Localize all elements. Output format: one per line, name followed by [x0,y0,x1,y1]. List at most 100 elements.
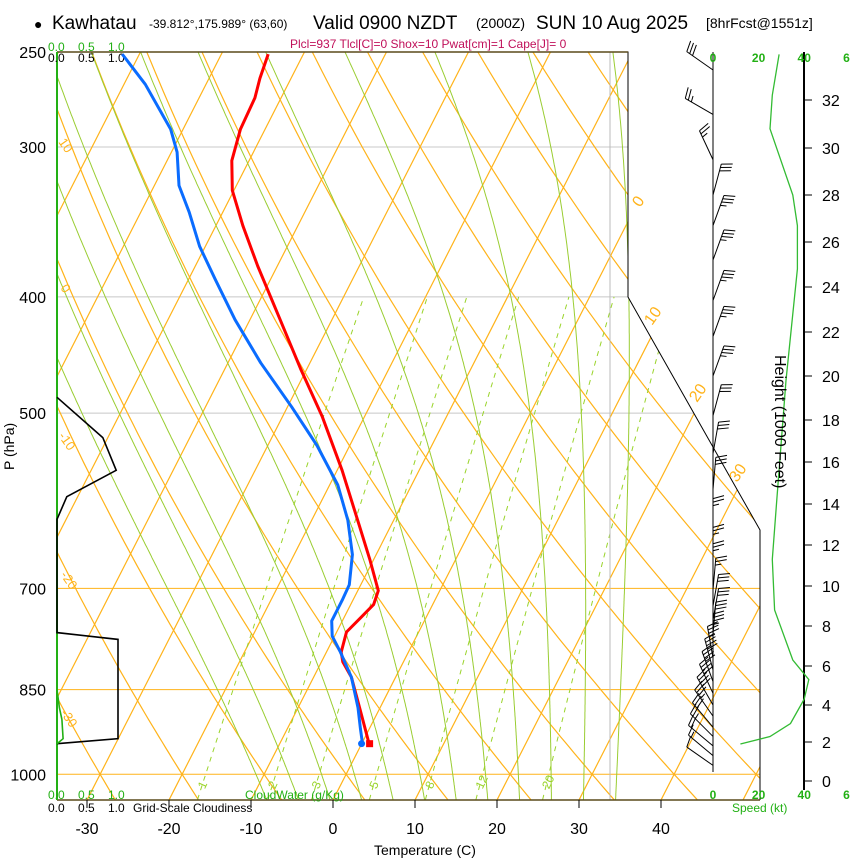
dry-adiabat-label: -10 [56,429,79,453]
dry-adiabat [57,52,366,800]
mixing-ratio-line [542,296,674,800]
wind-barb [684,87,714,115]
speed-tick-label: 0 [710,51,717,65]
temperature-tick-label: -10 [239,821,262,838]
height-tick-label: 10 [822,579,840,596]
isotherm [86,52,470,800]
wind-barb [688,714,714,747]
cloud-scale-tick: 0.0 [48,40,65,54]
speed-tick-label: 20 [752,51,766,65]
moist-adiabat [265,52,489,800]
wind-barb [712,555,728,591]
height-tick-label: 2 [822,735,831,752]
speed-tick-label: 60 [843,51,850,65]
isotherm [57,52,306,800]
cloud-scale-tick: 0.5 [78,40,95,54]
temperature-tick-label: -20 [157,821,180,838]
utc-time: (2000Z) [476,15,525,31]
height-tick-label: 14 [822,497,840,514]
wind-barb [692,693,714,728]
station-bullet-icon: ● [34,16,42,32]
sounding-profiles [56,53,380,748]
mixing-ratio-line [197,296,365,800]
pressure-tick-label: 700 [19,581,46,598]
height-tick-label: 8 [822,619,831,636]
dry-adiabat [642,52,760,800]
dry-adiabat-label: 10 [56,135,77,155]
dry-adiabat [311,52,760,800]
moist-adiabat [434,52,552,800]
mixing-ratio-label: 5 [366,779,382,791]
wind-barb [689,703,714,737]
speed-tick-label: 60 [843,788,850,802]
height-tick-label: 22 [822,325,840,342]
pressure-tick-label: 1000 [10,767,46,784]
mixing-ratio-line [368,296,520,800]
mixing-ratio-line [311,296,468,800]
cloudwater-label: CloudWater (g/Kg) [245,788,344,802]
pressure-tick-label: 300 [19,140,46,157]
height-tick-label: 24 [822,280,840,297]
pressure-tick-label: 500 [19,406,46,423]
plot-boundary [57,51,761,800]
dry-adiabat [91,52,532,800]
isotherm-label: 0 [629,193,648,210]
height-tick-label: 20 [822,369,840,386]
height-tick-label: 30 [822,141,840,158]
wind-barb [712,572,730,607]
temperature-tick-label: 10 [406,821,424,838]
dry-adiabat [201,52,698,800]
moist-adiabat [527,52,587,800]
mixing-ratio-line [424,296,570,800]
moist-adiabat [57,52,268,800]
cloud-scale-tick: 0.0 [48,51,65,65]
moist-adiabat [57,52,331,800]
surface-dewpoint-marker [358,740,366,748]
station-coords: -39.812°,175.989° (63,60) [149,17,287,31]
station-name: Kawhatau [52,13,137,34]
pressure-tick-label: 250 [19,45,46,62]
isotherm-label: 20 [686,381,710,405]
dry-adiabat [477,52,760,800]
speed-tick-label: 0 [710,788,717,802]
isotherm [332,52,716,800]
temperature-tick-label: 30 [570,821,588,838]
speed-tick-label: 40 [798,788,812,802]
temperature-tick-label: 20 [488,821,506,838]
temperature-tick-label: 40 [652,821,670,838]
wind-barb [712,229,736,261]
dry-adiabat [532,52,760,800]
dry-adiabat [57,52,449,800]
dry-adiabat [146,52,615,800]
dry-adiabat [422,52,760,800]
moist-adiabat [612,52,630,800]
moist-adiabat [140,52,425,800]
wind-barb [712,163,733,196]
wind-barb [688,724,714,757]
wind-barb [686,736,714,766]
wind-barb [699,122,714,160]
wind-barb [712,495,725,531]
isotherm [496,52,760,800]
height-tick-label: 0 [822,774,831,791]
cloudiness-label: Grid-Scale Cloudiness [133,801,252,815]
height-tick-label: 26 [822,235,840,252]
dry-adiabat [366,52,760,800]
mixing-ratio-label: 20 [539,773,557,791]
cloud-scale-tick: 0.5 [78,801,95,815]
isotherm [168,52,552,800]
temperature-tick-label: 0 [329,821,338,838]
stability-indices: Plcl=937 Tlcl[C]=0 Shox=10 Pwat[cm]=1 Ca… [290,37,567,51]
temperature-tick-label: -30 [75,821,98,838]
speed-tick-label: 20 [752,788,766,802]
moist-adiabat [90,52,394,800]
isotherm [578,52,760,800]
cloud-scale-tick: 0.5 [78,51,95,65]
wind-barb [699,656,714,694]
cloud-scale-tick: 1.0 [108,788,125,802]
dewpoint-line [121,53,364,744]
surface-temperature-marker [366,740,374,748]
mixing-ratio-line [475,296,615,800]
height-tick-label: 6 [822,659,831,676]
